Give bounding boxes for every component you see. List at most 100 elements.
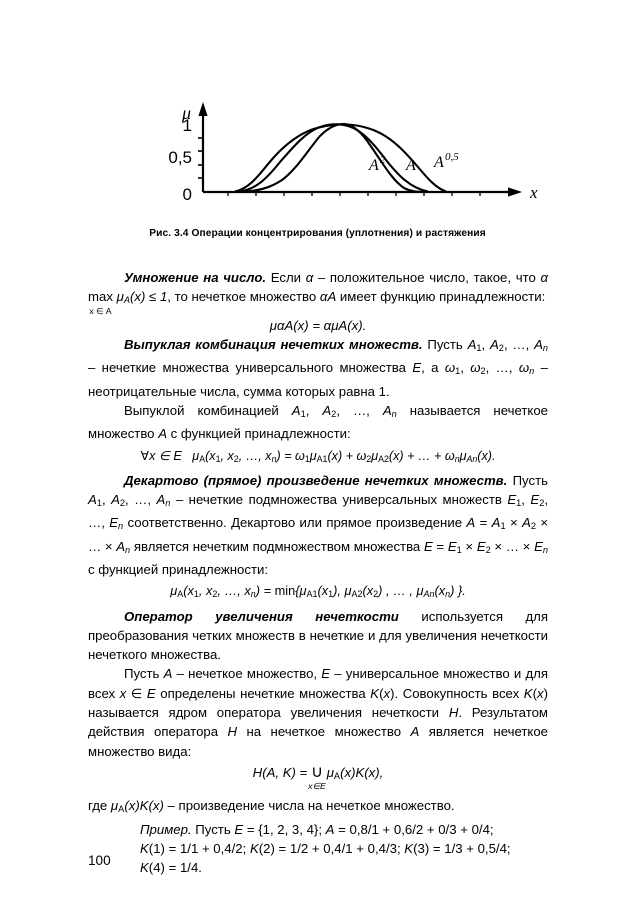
- equation-cartesian: μA(x1, x2, …, xn) = min{μA1(x1), μA2(x2)…: [170, 583, 466, 600]
- convex-def-b: называется нечеткое множество: [88, 402, 549, 442]
- set-A1: A: [467, 336, 477, 352]
- svg-text:A: A: [405, 157, 416, 174]
- example-text-2: K(1) = 1/1 + 0,4/2; K(2) = 1/2 + 0,4/1 +…: [140, 840, 511, 856]
- convex-text-b: – нечеткие множества универсального множ…: [88, 360, 413, 376]
- cartesian-body: Пусть A1, A2, …, An – нечеткие подмножес…: [88, 472, 549, 578]
- max-operator: max x ∈ A: [88, 287, 113, 315]
- set-A1-sub: 1: [476, 342, 482, 353]
- y-tick-label-0: 0: [183, 185, 192, 204]
- example-line-1: Пример. Пусть E = {1, 2, 3, 4}; A = 0,8/…: [88, 820, 548, 839]
- set-An-b: A: [382, 402, 392, 418]
- curve-annotation-a: A: [405, 157, 416, 174]
- convex-def-ellipsis: , …,: [336, 402, 383, 418]
- union-operator: ∪ x∈E: [308, 762, 326, 791]
- heading-fuzziness-operator: Оператор увеличения нечеткости: [124, 608, 399, 624]
- mu-subscript-A: A: [123, 295, 130, 306]
- convex-def-a: Выпуклой комбинацией: [124, 402, 292, 418]
- alpha-A: αA: [319, 289, 337, 305]
- paragraph-fuzziness-definition: Пусть A – нечеткое множество, E – универ…: [88, 664, 548, 760]
- alpha-symbol-1: α: [305, 270, 314, 285]
- mult-text-d: имеет функцию принадлежности:: [336, 289, 546, 305]
- example-text-3: K(4) = 1/4.: [140, 860, 202, 876]
- union-symbol: ∪: [310, 762, 324, 781]
- omega-n-sub: n: [529, 366, 535, 377]
- fuzziness-operator-text: используется для преобразования четких м…: [88, 608, 549, 663]
- curve-a-concentration: [242, 122, 425, 193]
- heading-multiplication: Умножение на число.: [124, 270, 267, 285]
- body-text: Умножение на число. Если α – положительн…: [88, 268, 548, 878]
- svg-text:A: A: [368, 157, 379, 174]
- union-subscript: x∈E: [308, 781, 326, 792]
- example-label: Пример.: [140, 821, 192, 837]
- set-An-b-sub: n: [391, 408, 397, 419]
- y-tick-label-1: 1: [183, 116, 192, 135]
- paragraph-fuzziness-operator: Оператор увеличения нечеткости используе…: [88, 607, 548, 665]
- eq-H-lhs: H(A, K) =: [252, 764, 311, 780]
- set-A-conv: A: [158, 426, 167, 442]
- equation-convex: ∀x ∈ E μA(x1, x2, …, xn) = ω1μA1(x) + ω2…: [140, 448, 496, 464]
- set-A1-b: A: [291, 402, 301, 418]
- convex-text-d: – неотрицательные числа, сумма которых р…: [88, 360, 548, 399]
- example-line-3: K(4) = 1/4.: [88, 858, 548, 877]
- convex-text-c: , а: [421, 360, 445, 376]
- mu-symbol-1: μ: [116, 289, 124, 305]
- alpha-symbol-2: α: [540, 270, 548, 285]
- set-An: A: [534, 336, 543, 352]
- y-tick-label-05: 0,5: [168, 148, 192, 167]
- mult-text-b: – положительное число, такое, что: [313, 270, 541, 285]
- x-axis-label: x: [529, 183, 538, 202]
- convex-comma-1: ,: [481, 336, 490, 352]
- convex-def-comma-1: ,: [305, 402, 323, 418]
- omega-2: ω: [470, 360, 481, 376]
- y-axis-ticks: [198, 137, 203, 179]
- convex-comma-2: ,: [460, 360, 471, 376]
- convex-text-a: Пусть: [422, 336, 468, 352]
- paragraph-cartesian: Декартово (прямое) произведение нечетких…: [88, 471, 548, 580]
- membership-curves-chart: μ 1 0,5 0 x A 2 A A 0,5: [168, 102, 538, 204]
- heading-convex: Выпуклая комбинация нечетких множеств.: [124, 336, 423, 352]
- page-number: 100: [88, 853, 111, 868]
- example-text-1: Пусть E = {1, 2, 3, 4}; A = 0,8/1 + 0,6/…: [191, 821, 494, 837]
- paragraph-where: где μA(x)K(x) – произведение числа на не…: [88, 796, 548, 819]
- mult-args: (x) ≤ 1: [130, 289, 168, 305]
- equation-H: H(A, K) = ∪ x∈E μA(x)K(x),: [88, 762, 548, 791]
- omega-1: ω: [444, 360, 456, 376]
- svg-text:2: 2: [380, 154, 386, 166]
- example-line-2: K(1) = 1/1 + 0,4/2; K(2) = 1/2 + 0,4/1 +…: [88, 839, 548, 858]
- max-subscript: x ∈ A: [89, 305, 112, 316]
- figure-caption: Рис. 3.4 Операции концентрирования (упло…: [149, 228, 486, 239]
- fuzz-def-body: Пусть A – нечеткое множество, E – универ…: [88, 666, 548, 759]
- svg-text:0,5: 0,5: [445, 151, 459, 163]
- max-label: max: [88, 289, 113, 305]
- figure-canvas: μ 1 0,5 0 x A 2 A A 0,5: [0, 46, 635, 218]
- paragraph-convex-definition: Выпуклой комбинацией A1, A2, …, An назыв…: [88, 401, 548, 444]
- paragraph-multiplication: Умножение на число. Если α – положительн…: [88, 268, 548, 315]
- set-An-sub: n: [542, 342, 548, 353]
- curve-annotation-a2: A 2: [368, 154, 386, 174]
- set-A2-b-sub: 2: [331, 408, 337, 419]
- omega-2-sub: 2: [480, 366, 486, 377]
- mult-text-c: , то нечеткое множество: [167, 289, 320, 305]
- y-axis-label-mu: μ: [181, 103, 191, 123]
- set-A2: A: [490, 336, 499, 352]
- set-E: E: [412, 360, 422, 376]
- convex-ellipsis-1: , …,: [503, 336, 535, 352]
- convex-def-c: с функцией принадлежности:: [166, 426, 351, 442]
- figure-3-4: μ 1 0,5 0 x A 2 A A 0,5: [0, 46, 635, 218]
- equation-multiplication: μαA(x) = αμA(x).: [269, 317, 367, 333]
- heading-cartesian: Декартово (прямое) произведение нечетких…: [124, 472, 508, 488]
- paragraph-convex-combination: Выпуклая комбинация нечетких множеств. П…: [88, 335, 548, 401]
- curve-annotation-a05: A 0,5: [433, 151, 459, 171]
- omega-1-sub: 1: [455, 366, 461, 377]
- set-A2-sub: 2: [498, 342, 504, 353]
- curve-a-normal: [238, 123, 429, 193]
- omega-n: ω: [518, 360, 530, 376]
- set-A1-b-sub: 1: [300, 408, 306, 419]
- svg-text:A: A: [433, 154, 444, 171]
- set-A2-b: A: [322, 402, 332, 418]
- mult-text-a: Если: [266, 270, 306, 285]
- x-axis-arrow: [508, 187, 522, 197]
- y-axis-arrow: [198, 102, 208, 116]
- eq-H-rhs: μA(x)K(x),: [326, 764, 384, 781]
